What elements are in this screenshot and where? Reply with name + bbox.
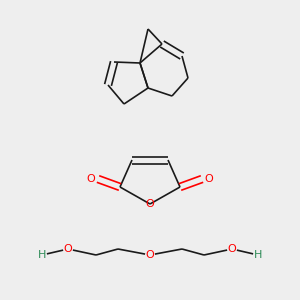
Text: O: O: [205, 174, 213, 184]
Text: O: O: [64, 244, 72, 254]
Text: O: O: [146, 250, 154, 260]
Text: O: O: [87, 174, 95, 184]
Text: O: O: [228, 244, 236, 254]
Text: H: H: [254, 250, 262, 260]
Text: O: O: [146, 199, 154, 209]
Text: H: H: [38, 250, 46, 260]
